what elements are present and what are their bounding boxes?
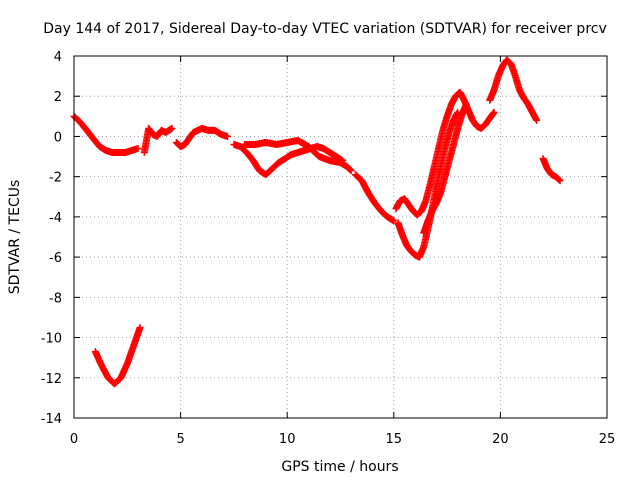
data-point — [462, 100, 470, 108]
x-tick-labels: 0 5 10 15 20 25 — [70, 432, 615, 447]
series-track-4 — [172, 124, 232, 150]
x-tick-label: 15 — [386, 432, 403, 447]
y-tick-label: -8 — [49, 291, 62, 306]
series-track-6 — [241, 136, 355, 175]
series-track-7 — [351, 171, 398, 225]
x-tick-label: 10 — [279, 432, 296, 447]
y-tick-label: -10 — [41, 332, 62, 347]
data-point — [224, 132, 232, 140]
series-track-11 — [486, 56, 541, 124]
x-tick-label: 5 — [176, 432, 184, 447]
data-point — [168, 124, 176, 132]
y-axis-label: SDTVAR / TECUs — [7, 180, 23, 295]
y-tick-label: -12 — [41, 372, 62, 387]
series-track-3 — [140, 124, 176, 157]
series-track-2 — [70, 112, 142, 157]
series-track-5 — [230, 140, 347, 179]
plot-frame — [73, 55, 608, 419]
x-axis-label: GPS time / hours — [281, 459, 398, 475]
data-point — [347, 167, 355, 175]
x-tick-label: 25 — [599, 432, 616, 447]
y-tick-label: -2 — [49, 171, 62, 186]
grid-lines — [74, 56, 607, 418]
data-point — [490, 108, 498, 116]
axis-ticks — [73, 55, 608, 419]
y-tick-label: -6 — [49, 251, 62, 266]
chart-title: Day 144 of 2017, Sidereal Day-to-day VTE… — [43, 21, 607, 37]
x-tick-label: 0 — [70, 432, 78, 447]
y-tick-label: 4 — [54, 50, 62, 65]
y-tick-label: -4 — [49, 211, 62, 226]
data-point — [134, 145, 142, 153]
series-track-1 — [91, 324, 144, 388]
series-track-8 — [392, 88, 498, 219]
data-point — [390, 217, 398, 225]
y-tick-label: -14 — [41, 412, 62, 427]
data-points — [70, 56, 564, 388]
y-tick-label: 0 — [54, 130, 62, 145]
series-track-10 — [420, 100, 470, 237]
y-tick-label: 2 — [54, 90, 62, 105]
data-point — [556, 177, 564, 185]
x-tick-label: 20 — [492, 432, 509, 447]
data-point — [533, 116, 541, 124]
series-track-12 — [539, 155, 564, 185]
data-point — [136, 324, 144, 331]
y-tick-labels: -14 -12 -10 -8 -6 -4 -2 0 2 4 — [41, 50, 62, 427]
